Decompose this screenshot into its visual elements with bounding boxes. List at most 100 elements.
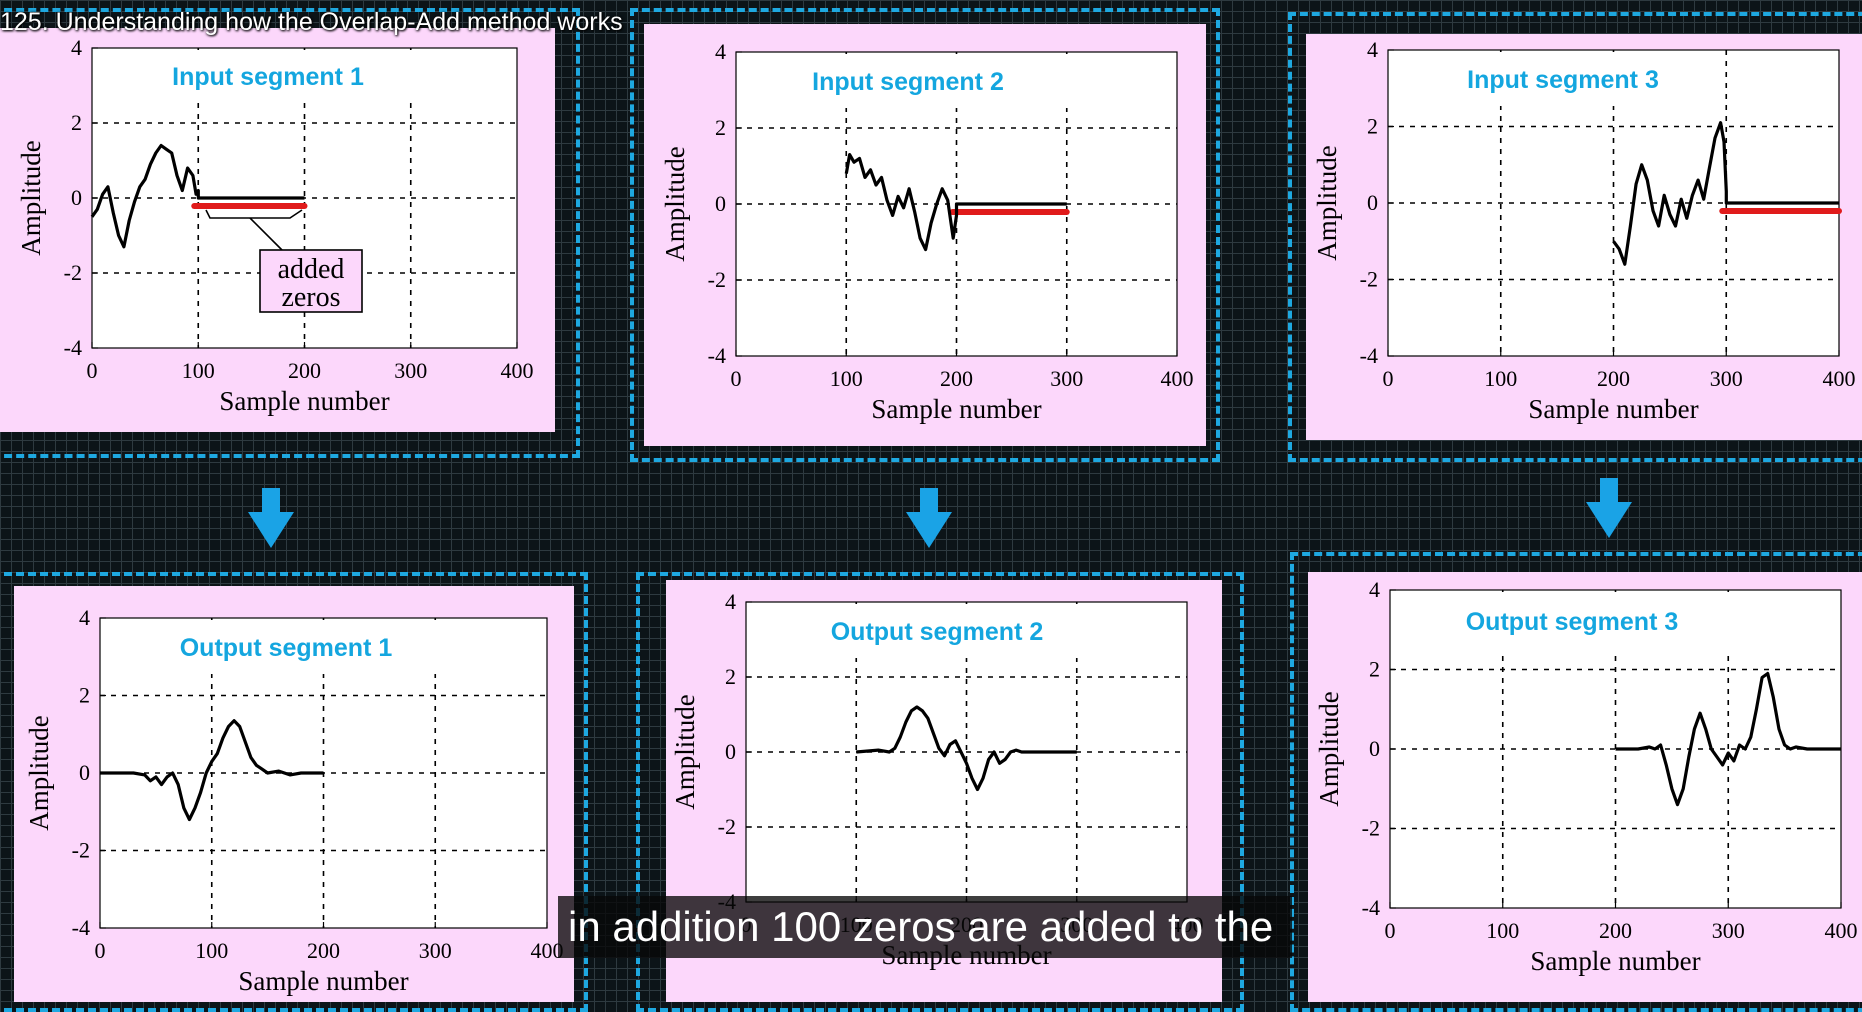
y-tick-label: 2 xyxy=(1367,114,1378,139)
series-line xyxy=(856,705,1077,792)
chart-output-segment-3: 0 100 200 300 400 -4 -2 0 2 4 Sample number Amplitu… xyxy=(1314,577,1858,976)
chart-title: Output segment 2 xyxy=(831,618,1044,646)
x-tick-label: 0 xyxy=(731,366,742,391)
x-axis-label: Sample number xyxy=(238,966,408,996)
x-axis-label: Sample number xyxy=(219,386,389,416)
chart-title-box xyxy=(108,50,428,102)
y-tick-label: 0 xyxy=(79,760,90,785)
y-tick-label: 2 xyxy=(79,683,90,708)
annotation-line-2: zeros xyxy=(281,282,340,313)
x-tick-label: 200 xyxy=(307,938,340,963)
video-title: 125. Understanding how the Overlap-Add m… xyxy=(0,8,623,36)
y-tick-label: 4 xyxy=(71,35,82,60)
chart-title-box xyxy=(116,620,456,674)
y-axis-label: Amplitude xyxy=(16,140,46,256)
y-axis-label: Amplitude xyxy=(24,715,54,831)
x-tick-label: 200 xyxy=(1599,918,1632,943)
y-tick-label: -4 xyxy=(72,915,90,940)
y-axis-label: Amplitude xyxy=(1314,691,1344,807)
chart-title-box xyxy=(1406,592,1738,650)
series-line xyxy=(90,143,305,249)
x-tick-label: 0 xyxy=(87,358,98,383)
x-tick-label: 100 xyxy=(182,358,215,383)
down-arrow-icon xyxy=(1586,478,1632,538)
x-tick-label: 300 xyxy=(419,938,452,963)
y-axis-label: Amplitude xyxy=(660,146,690,262)
y-tick-label: 4 xyxy=(1369,577,1380,602)
x-tick-label: 200 xyxy=(940,366,973,391)
chart-title: Output segment 1 xyxy=(180,634,393,662)
y-tick-label: -2 xyxy=(72,838,90,863)
chart-panel-input-3: 0 100 200 300 400 -4 -2 0 2 4 Sample number Amplitu… xyxy=(1306,34,1862,440)
y-tick-label: 2 xyxy=(715,115,726,140)
y-tick-label: 0 xyxy=(715,191,726,216)
y-tick-label: 4 xyxy=(1367,37,1378,62)
chart-panel-output-1: 0 100 200 300 400 -4 -2 0 2 4 Sample number Amplitu… xyxy=(14,586,574,1002)
y-tick-label: 0 xyxy=(1367,190,1378,215)
y-tick-label: -4 xyxy=(1360,343,1378,368)
x-tick-label: 100 xyxy=(830,366,863,391)
y-tick-label: -2 xyxy=(1360,267,1378,292)
chart-title: Input segment 2 xyxy=(812,68,1004,96)
subtitle-caption: in addition 100 zeros are added to the xyxy=(558,896,1292,958)
x-tick-label: 200 xyxy=(1597,366,1630,391)
x-tick-label: 400 xyxy=(1823,366,1856,391)
down-arrow-icon xyxy=(906,488,952,548)
series-line xyxy=(100,719,324,822)
y-tick-label: -4 xyxy=(708,343,726,368)
chart-title: Output segment 3 xyxy=(1466,608,1679,636)
x-tick-label: 0 xyxy=(95,938,106,963)
annotation-line-1: added xyxy=(278,254,345,285)
y-tick-label: 4 xyxy=(725,589,736,614)
y-tick-label: 2 xyxy=(1369,657,1380,682)
chart-title-box xyxy=(1404,52,1722,106)
x-axis-label: Sample number xyxy=(1528,394,1698,424)
x-tick-label: 400 xyxy=(1825,918,1858,943)
y-tick-label: -2 xyxy=(1362,816,1380,841)
dashed-frame-input-3 xyxy=(1288,12,1862,462)
y-tick-label: 0 xyxy=(1369,736,1380,761)
chart-title: Input segment 1 xyxy=(172,63,364,91)
y-tick-label: 4 xyxy=(715,39,726,64)
x-tick-label: 0 xyxy=(1383,366,1394,391)
chart-title-box xyxy=(772,604,1102,658)
x-tick-label: 300 xyxy=(1710,366,1743,391)
x-tick-label: 100 xyxy=(195,938,228,963)
y-tick-label: 4 xyxy=(79,605,90,630)
x-tick-label: 100 xyxy=(1486,918,1519,943)
y-tick-label: 0 xyxy=(71,185,82,210)
series-line xyxy=(1612,121,1839,266)
chart-input-segment-3: 0 100 200 300 400 -4 -2 0 2 4 Sample number Amplitu… xyxy=(1312,37,1856,424)
x-tick-label: 300 xyxy=(1712,918,1745,943)
dashed-frame-input-1 xyxy=(0,8,580,458)
y-tick-label: -2 xyxy=(708,267,726,292)
dashed-frame-input-2 xyxy=(630,8,1220,462)
x-tick-label: 400 xyxy=(1161,366,1194,391)
y-tick-label: -2 xyxy=(718,814,736,839)
x-tick-label: 100 xyxy=(1484,366,1517,391)
chart-title: Input segment 3 xyxy=(1467,66,1659,94)
y-tick-label: 2 xyxy=(725,664,736,689)
y-tick-label: -4 xyxy=(1362,895,1380,920)
y-axis-label: Amplitude xyxy=(670,694,700,810)
x-tick-label: 200 xyxy=(288,358,321,383)
chart-title-box xyxy=(748,54,1068,108)
y-axis-label: Amplitude xyxy=(1312,145,1342,261)
x-tick-label: 0 xyxy=(1385,918,1396,943)
x-axis-label: Sample number xyxy=(871,394,1041,424)
x-tick-label: 400 xyxy=(501,358,534,383)
series-line xyxy=(844,153,1067,252)
y-tick-label: 0 xyxy=(725,739,736,764)
down-arrow-icon xyxy=(248,488,294,548)
y-tick-label: -2 xyxy=(64,260,82,285)
x-tick-label: 300 xyxy=(1050,366,1083,391)
y-tick-label: -4 xyxy=(64,335,82,360)
y-tick-label: 2 xyxy=(71,110,82,135)
chart-panel-input-2: 0 100 200 300 400 -4 -2 0 2 4 Sample number Amplitu… xyxy=(644,24,1206,446)
series-line xyxy=(1615,671,1841,807)
chart-panel-input-1: 0 100 200 300 400 -4 -2 0 2 4 Sample number Amplitu… xyxy=(0,28,555,432)
x-axis-label: Sample number xyxy=(1530,946,1700,976)
x-tick-label: 300 xyxy=(394,358,427,383)
chart-input-segment-2: 0 100 200 300 400 -4 -2 0 2 4 Sample number Amplitu… xyxy=(660,39,1194,424)
